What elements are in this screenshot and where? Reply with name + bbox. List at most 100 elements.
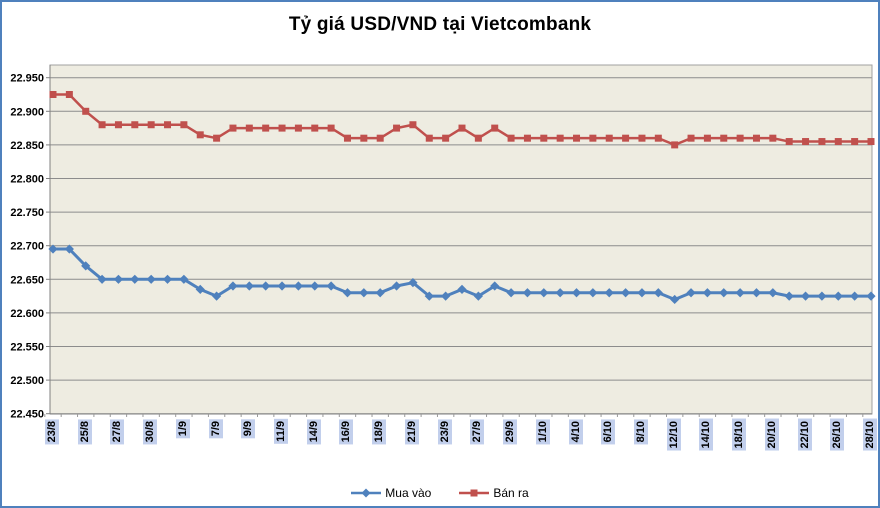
- data-point-ban-ra: [327, 124, 335, 132]
- data-point-ban-ra: [802, 138, 810, 146]
- y-axis-label: 22.800: [10, 174, 44, 186]
- x-axis-label: 14/9: [306, 419, 321, 445]
- data-point-mua-vao: [359, 288, 369, 298]
- x-axis-label: 16/9: [339, 419, 354, 445]
- data-point-mua-vao: [81, 261, 91, 271]
- data-point-ban-ra: [409, 121, 417, 129]
- x-axis-label: 11/9: [274, 419, 289, 444]
- data-point-ban-ra: [458, 124, 466, 132]
- x-axis-label: 8/10: [633, 419, 648, 445]
- x-axis-label: 23/8: [45, 419, 59, 445]
- data-point-ban-ra: [425, 134, 433, 142]
- legend-item-mua-vao[interactable]: Mua vào: [351, 486, 431, 500]
- data-point-ban-ra: [834, 138, 842, 146]
- data-point-ban-ra: [589, 134, 597, 142]
- data-point-mua-vao: [800, 291, 811, 301]
- data-point-mua-vao: [228, 281, 238, 291]
- data-point-mua-vao: [391, 281, 402, 291]
- data-point-ban-ra: [785, 138, 793, 146]
- x-axis-label: 9/9: [241, 419, 256, 439]
- data-point-ban-ra: [360, 134, 368, 142]
- data-point-ban-ra: [262, 124, 270, 132]
- data-point-ban-ra: [196, 131, 204, 139]
- x-axis-label: 28/10: [863, 419, 877, 451]
- data-point-mua-vao: [768, 288, 778, 298]
- y-axis-label: 22.900: [10, 106, 44, 118]
- data-point-mua-vao: [212, 291, 222, 301]
- x-axis-label: 14/10: [699, 419, 714, 451]
- data-point-mua-vao: [588, 288, 598, 298]
- x-axis-label: 4/10: [568, 419, 583, 445]
- data-point-ban-ra: [736, 134, 744, 142]
- data-point-ban-ra: [507, 134, 515, 142]
- data-point-ban-ra: [671, 141, 679, 149]
- x-axis-label: 27/8: [110, 419, 125, 445]
- x-axis-label: 18/10: [732, 419, 747, 451]
- data-point-mua-vao: [130, 274, 140, 284]
- data-point-ban-ra: [867, 138, 875, 146]
- data-point-mua-vao: [293, 281, 303, 291]
- x-axis-label: 30/8: [143, 419, 158, 445]
- data-point-mua-vao: [751, 288, 762, 298]
- data-point-ban-ra: [474, 134, 482, 142]
- data-point-mua-vao: [408, 278, 418, 288]
- data-point-ban-ra: [622, 134, 630, 142]
- data-point-ban-ra: [278, 124, 286, 132]
- data-point-ban-ra: [769, 134, 777, 142]
- data-point-ban-ra: [147, 121, 155, 129]
- data-point-mua-vao: [637, 288, 647, 298]
- data-point-ban-ra: [851, 138, 859, 146]
- data-point-ban-ra: [540, 134, 548, 142]
- legend-item-ban-ra[interactable]: Bán ra: [459, 486, 529, 500]
- data-point-mua-vao: [522, 288, 533, 298]
- data-point-ban-ra: [180, 121, 188, 129]
- y-axis-label: 22.500: [10, 375, 44, 387]
- data-point-mua-vao: [702, 288, 712, 298]
- x-axis-label: 27/9: [470, 419, 485, 445]
- data-point-mua-vao: [113, 274, 124, 284]
- x-axis-label: 25/8: [77, 419, 92, 445]
- data-point-mua-vao: [735, 288, 745, 298]
- square-marker-icon: [459, 489, 490, 497]
- data-point-mua-vao: [621, 288, 631, 298]
- x-axis-label: 18/9: [372, 419, 387, 445]
- data-point-mua-vao: [375, 288, 385, 298]
- data-point-ban-ra: [82, 107, 90, 115]
- y-axis-label: 22.650: [10, 274, 44, 286]
- data-point-mua-vao: [97, 274, 107, 284]
- data-point-mua-vao: [866, 291, 876, 301]
- legend-label: Mua vào: [385, 486, 432, 500]
- data-point-ban-ra: [164, 121, 172, 129]
- x-axis-label: 7/9: [208, 419, 223, 439]
- data-point-ban-ra: [654, 134, 662, 142]
- data-point-ban-ra: [311, 124, 319, 132]
- x-axis-label: 1/10: [535, 419, 550, 445]
- data-point-ban-ra: [65, 91, 73, 98]
- chart-legend: Mua vào Bán ra: [2, 486, 878, 500]
- data-point-mua-vao: [539, 288, 549, 298]
- y-axis-label: 22.950: [10, 73, 44, 85]
- data-point-ban-ra: [442, 134, 450, 142]
- data-point-ban-ra: [491, 124, 499, 132]
- data-point-mua-vao: [833, 291, 843, 301]
- data-point-mua-vao: [48, 244, 58, 254]
- data-point-mua-vao: [310, 281, 320, 291]
- data-point-ban-ra: [703, 134, 711, 142]
- x-axis-label: 21/9: [404, 419, 419, 445]
- data-point-mua-vao: [817, 291, 827, 301]
- data-point-mua-vao: [244, 281, 254, 291]
- data-point-ban-ra: [114, 121, 122, 129]
- data-point-mua-vao: [850, 291, 860, 301]
- y-axis-label: 22.750: [10, 207, 44, 219]
- y-axis-label: 22.700: [10, 241, 44, 253]
- data-point-ban-ra: [523, 134, 531, 142]
- data-point-mua-vao: [686, 288, 696, 298]
- data-point-ban-ra: [720, 134, 728, 142]
- data-point-mua-vao: [555, 288, 565, 298]
- x-axis-label: 22/10: [797, 419, 812, 451]
- data-point-ban-ra: [213, 134, 221, 142]
- data-point-mua-vao: [571, 288, 582, 298]
- data-point-mua-vao: [179, 274, 189, 284]
- data-point-mua-vao: [473, 291, 483, 301]
